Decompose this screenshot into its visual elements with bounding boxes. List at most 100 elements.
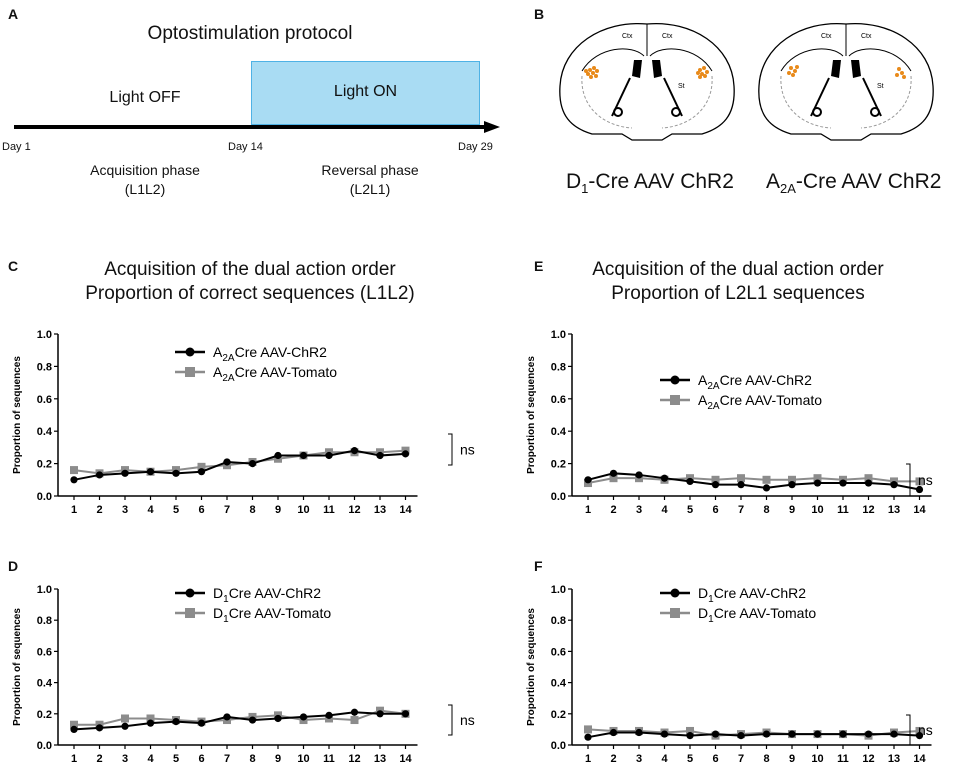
y-axis-label: Proportion of sequences	[526, 356, 537, 474]
data-point-chr2	[350, 447, 359, 455]
data-point-chr2	[274, 451, 282, 460]
y-tick-label: 0.6	[37, 394, 52, 406]
legend-marker-circle	[670, 375, 680, 385]
data-point-chr2	[172, 718, 180, 726]
y-tick-label: 0.4	[37, 426, 53, 438]
ctx-label-right: Ctx	[662, 33, 673, 40]
data-point-chr2	[95, 471, 104, 479]
data-point-chr2	[121, 469, 129, 477]
x-tick-label: 12	[348, 753, 360, 765]
data-point-chr2	[95, 724, 104, 732]
ns-bracket	[906, 714, 911, 746]
x-tick-label: 5	[173, 753, 179, 765]
data-point-tomato	[197, 462, 206, 471]
x-tick-label: 2	[610, 504, 616, 516]
reversal-phase-label: Reversal phase (L2L1)	[290, 161, 450, 199]
series-line-chr2	[73, 449, 406, 481]
y-tick-label: 0.6	[551, 646, 566, 658]
light-on-box	[251, 61, 480, 125]
ctx-label-left: Ctx	[821, 33, 832, 40]
y-tick-label: 1.0	[551, 329, 566, 341]
x-tick-label: 2	[96, 753, 102, 765]
data-point-chr2	[299, 451, 308, 460]
a2a-caption-sub: 2A	[780, 181, 796, 197]
data-point-tomato	[915, 477, 924, 486]
chart-e-title-line1: Acquisition of the dual action order	[592, 259, 884, 280]
light-on-label: Light ON	[333, 83, 398, 100]
data-point-chr2	[146, 719, 155, 727]
data-point-chr2	[197, 468, 206, 476]
acquisition-phase-label: Acquisition phase (L1L2)	[60, 161, 230, 199]
x-tick-label: 14	[913, 753, 926, 765]
data-point-chr2	[737, 481, 745, 489]
x-tick-label: 7	[224, 753, 230, 765]
data-point-chr2	[172, 469, 180, 477]
y-tick-label: 0.2	[37, 709, 52, 721]
x-tick-label: 1	[585, 753, 591, 765]
data-point-chr2	[401, 450, 410, 458]
legend-marker-square	[670, 608, 680, 618]
data-point-chr2	[350, 708, 359, 716]
commissure-right	[870, 107, 880, 117]
panel-letter-e: E	[534, 258, 544, 274]
dashed-left	[581, 75, 633, 129]
y-tick-label: 0.2	[551, 459, 566, 471]
data-point-chr2	[609, 728, 618, 737]
data-point-chr2	[660, 474, 669, 482]
x-tick-label: 4	[661, 504, 668, 516]
legend-marker-circle	[185, 347, 195, 357]
ventricle-left	[831, 60, 841, 78]
reversal-phase-line2: (L2L1)	[349, 181, 391, 197]
y-tick-label: 0.6	[551, 394, 566, 406]
x-tick-label: 3	[636, 753, 642, 765]
panel-letter-a: A	[8, 6, 19, 22]
x-tick-label: 7	[738, 504, 744, 516]
brain-section-d1: Ctx Ctx St	[559, 22, 735, 141]
data-point-chr2	[274, 714, 282, 723]
y-tick-label: 0.4	[551, 678, 567, 690]
brain-outline	[758, 22, 934, 141]
panel-letter-d: D	[8, 558, 19, 574]
data-point-chr2	[660, 730, 669, 738]
legend-marker-square	[185, 367, 195, 377]
x-tick-label: 8	[249, 753, 255, 765]
ctx-label-right: Ctx	[861, 33, 872, 40]
chart-e-title: Acquisition of the dual action order Pro…	[548, 258, 928, 306]
data-point-chr2	[711, 730, 720, 738]
series-line-chr2	[587, 472, 920, 491]
data-point-chr2	[609, 469, 618, 477]
x-tick-label: 9	[275, 504, 281, 516]
ns-label: ns	[460, 712, 475, 728]
data-point-chr2	[839, 479, 847, 487]
y-tick-label: 1.0	[551, 584, 566, 596]
legend-label: A2ACre AAV-Tomato	[698, 392, 822, 412]
x-tick-label: 14	[399, 753, 412, 765]
x-tick-label: 6	[712, 753, 718, 765]
ns-label: ns	[918, 722, 933, 738]
data-point-chr2	[788, 730, 796, 738]
data-point-chr2	[248, 460, 257, 468]
data-point-chr2	[70, 476, 78, 484]
st-label: St	[678, 83, 685, 90]
data-point-tomato	[788, 475, 796, 484]
data-point-chr2	[70, 725, 78, 733]
data-point-chr2	[197, 719, 206, 727]
chart-f: 0.00.20.40.60.81.01 2 3 4 5 6 7 8 9 10 11 12 13 14Pro…	[526, 584, 933, 765]
corpus-left	[581, 48, 645, 72]
data-point-chr2	[146, 468, 155, 476]
x-tick-label: 2	[96, 504, 102, 516]
data-point-tomato	[121, 714, 129, 723]
st-label: St	[877, 83, 884, 90]
x-tick-label: 6	[712, 504, 718, 516]
a2a-caption: A2A-Cre AAV ChR2	[766, 170, 941, 196]
data-point-chr2	[864, 479, 873, 487]
y-tick-label: 0.8	[37, 615, 52, 627]
y-axis-label: Proportion of sequences	[526, 608, 537, 726]
x-tick-label: 10	[297, 753, 309, 765]
x-tick-label: 9	[789, 753, 795, 765]
panel-letter-b: B	[534, 6, 545, 22]
x-tick-label: 13	[888, 753, 900, 765]
d1-caption-sub: 1	[581, 181, 589, 197]
x-tick-label: 3	[122, 753, 128, 765]
x-tick-label: 14	[913, 504, 926, 516]
